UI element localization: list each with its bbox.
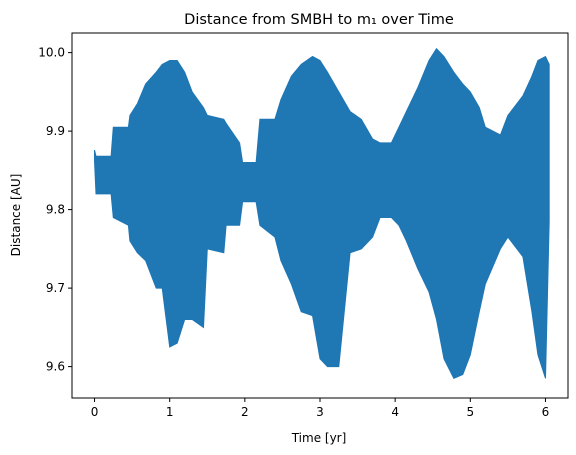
y-axis: 9.6 9.7 9.8 9.9 10.0 (38, 46, 72, 374)
x-tick-label: 1 (166, 405, 174, 419)
x-tick-label: 0 (91, 405, 99, 419)
chart-title: Distance from SMBH to m₁ over Time (184, 12, 454, 28)
x-tick-label: 4 (391, 405, 399, 419)
x-tick-label: 5 (466, 405, 474, 419)
y-axis-label: Distance [AU] (9, 174, 23, 257)
x-tick-label: 2 (241, 405, 249, 419)
x-axis: 0 1 2 3 4 5 6 (91, 398, 550, 419)
y-tick-label: 9.9 (46, 124, 65, 138)
plot-area (94, 47, 550, 380)
x-axis-label: Time [yr] (291, 431, 347, 445)
y-tick-label: 9.8 (46, 203, 65, 217)
x-tick-label: 6 (542, 405, 550, 419)
y-tick-label: 10.0 (38, 46, 65, 60)
y-tick-label: 9.6 (46, 360, 65, 374)
series-line-0 (94, 47, 550, 380)
x-tick-label: 3 (316, 405, 324, 419)
y-tick-label: 9.7 (46, 281, 65, 295)
